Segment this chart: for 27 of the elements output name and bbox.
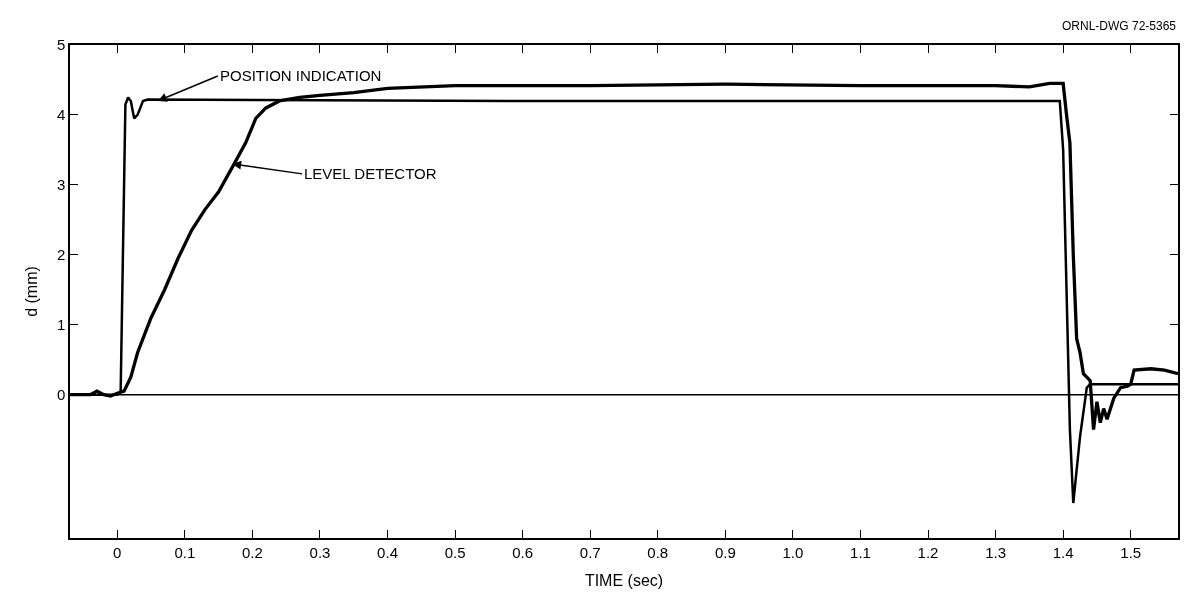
y-tick-label: 3 xyxy=(56,176,66,194)
x-tick-label: 0.3 xyxy=(309,543,331,561)
x-tick-label: 0.9 xyxy=(714,543,736,561)
x-tick-label: 0.8 xyxy=(647,543,669,561)
y-axis-title: d (mm) xyxy=(23,266,41,317)
x-tick-label: 0.4 xyxy=(377,543,398,561)
y-tick-label: 1 xyxy=(56,315,66,333)
x-tick-label: 0.5 xyxy=(444,543,466,561)
x-tick-label: 1.1 xyxy=(850,543,871,561)
x-tick-label: 1.4 xyxy=(1052,543,1074,561)
annotation: POSITION INDICATION xyxy=(220,67,382,84)
y-tick-label: 4 xyxy=(56,106,66,124)
x-tick-label: 1.2 xyxy=(917,543,939,561)
x-tick-label: 0.1 xyxy=(174,543,196,561)
y-tick-label: 5 xyxy=(56,36,66,54)
y-tick-label: 0 xyxy=(56,385,66,403)
x-tick-label: 0.7 xyxy=(579,543,601,561)
x-tick-label: 0.6 xyxy=(512,543,534,561)
x-axis-title: TIME (sec) xyxy=(584,571,664,589)
x-tick-label: 1.5 xyxy=(1120,543,1142,561)
x-tick-label: 0 xyxy=(113,543,122,561)
x-tick-label: 1.3 xyxy=(985,543,1007,561)
y-tick-label: 2 xyxy=(56,246,66,264)
x-tick-label: 1.0 xyxy=(782,543,804,561)
x-tick-label: 0.2 xyxy=(241,543,263,561)
annotation: LEVEL DETECTOR xyxy=(304,165,437,182)
text: ORNL-DWG 72-5365 xyxy=(1062,19,1177,33)
